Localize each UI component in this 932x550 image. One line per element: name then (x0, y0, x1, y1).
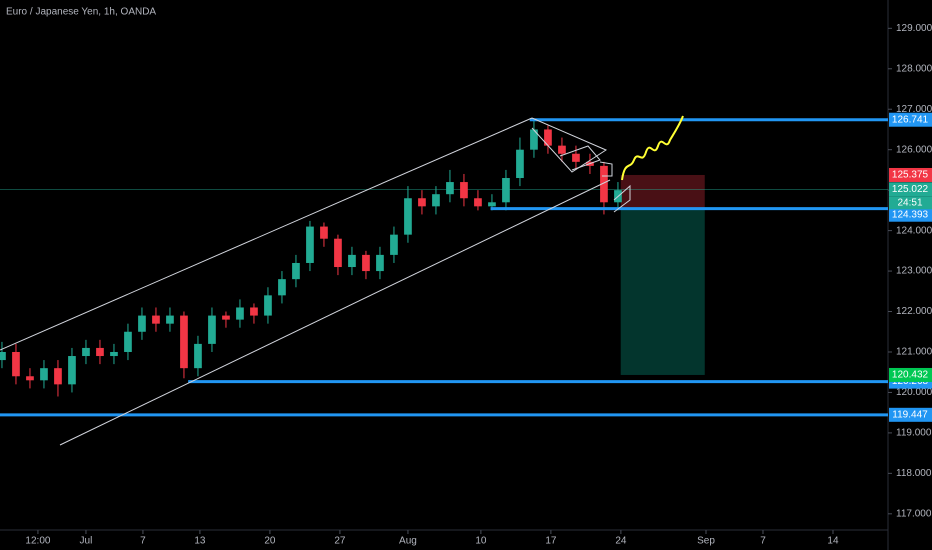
y-tick-label: 126.000 (896, 144, 932, 155)
x-tick-label: 7 (760, 536, 766, 547)
price-label-text: 124.393 (892, 209, 929, 220)
candle-body (82, 347, 90, 357)
y-tick-label: 124.000 (896, 225, 932, 236)
y-tick-label: 117.000 (896, 508, 932, 519)
candle-body (40, 368, 48, 381)
candle-body (222, 315, 230, 320)
x-tick-label: 14 (827, 536, 839, 547)
candle-body (124, 331, 132, 352)
candle-body (278, 279, 286, 296)
x-tick-label: 27 (334, 536, 346, 547)
candle-body (236, 307, 244, 320)
candle-body (208, 315, 216, 344)
candle-body (264, 295, 272, 316)
price-label-text: 125.375 (892, 170, 929, 181)
candle-body (558, 145, 566, 154)
current-price-label-box (889, 182, 932, 197)
y-tick-label: 120.000 (896, 387, 932, 398)
price-label-box (889, 167, 932, 182)
x-tick-label: 7 (140, 536, 146, 547)
price-label-box (889, 207, 932, 222)
flag (613, 184, 631, 213)
candle-body (572, 153, 580, 162)
x-tick-label: 13 (194, 536, 206, 547)
candle-body (26, 376, 34, 381)
candle-body (96, 347, 104, 357)
y-tick-label: 122.000 (896, 306, 932, 317)
stop-zone (620, 174, 705, 208)
current-price-label-text: 125.022 (892, 184, 929, 195)
x-tick-label: 20 (264, 536, 276, 547)
x-tick-label: Aug (399, 536, 417, 547)
candle-body (250, 307, 258, 316)
price-label-text: 120.432 (892, 370, 929, 381)
candle-body (432, 194, 440, 207)
candle-body (12, 351, 20, 377)
channel-lower (59, 179, 611, 446)
candle-body (474, 198, 482, 207)
candle-body (502, 178, 510, 203)
chart-title: Euro / Japanese Yen, 1h, OANDA (6, 7, 156, 18)
candle-body (418, 198, 426, 207)
flag (599, 161, 613, 177)
candle-body (544, 129, 552, 146)
target-zone (620, 207, 705, 375)
countdown-box (889, 196, 932, 210)
y-tick-label: 127.000 (896, 104, 932, 115)
candle-body (446, 182, 454, 195)
y-tick-label: 129.000 (896, 23, 932, 34)
candle-body (138, 315, 146, 332)
candle-body (292, 262, 300, 280)
level-label-text: 126.741 (892, 114, 929, 125)
candle-body (68, 356, 76, 385)
y-tick-label: 121.000 (896, 347, 932, 358)
candle-body (152, 315, 160, 324)
candle-body (180, 315, 188, 369)
candle-body (54, 368, 62, 385)
candle-body (530, 129, 538, 150)
candle-body (488, 202, 496, 207)
projection-path (621, 115, 684, 181)
candle-body (334, 238, 342, 268)
candle-body (306, 226, 314, 263)
x-tick-label: 12:00 (25, 536, 50, 547)
y-tick-label: 123.000 (896, 266, 932, 277)
x-tick-label: Jul (80, 536, 93, 547)
x-tick-label: 10 (475, 536, 487, 547)
candle-body (110, 351, 118, 357)
countdown: 24:51 (897, 197, 922, 208)
flag (531, 117, 608, 173)
channel-upper (0, 117, 533, 351)
level-label-text: 119.447 (892, 409, 928, 420)
y-tick-label: 128.000 (896, 63, 932, 74)
candle-body (600, 165, 608, 203)
price-label-box (889, 367, 932, 382)
y-tick-label: 119.000 (896, 428, 932, 439)
candle-body (194, 343, 202, 369)
candle-body (166, 315, 174, 324)
y-tick-label: 118.000 (896, 468, 932, 479)
candle-body (460, 182, 468, 199)
candle-body (348, 254, 356, 268)
level-label-box (889, 407, 932, 422)
candle-body (320, 226, 328, 239)
candle-body (404, 198, 412, 235)
x-tick-label: 24 (615, 536, 627, 547)
candle-body (390, 234, 398, 255)
x-tick-label: 17 (545, 536, 557, 547)
drawings (0, 115, 684, 446)
candle-body (516, 149, 524, 179)
x-tick-label: Sep (697, 536, 715, 547)
flag (559, 145, 601, 171)
candle-body (376, 254, 384, 272)
candle-body (0, 351, 6, 361)
level-label-box (889, 112, 932, 127)
candle-body (362, 254, 370, 272)
